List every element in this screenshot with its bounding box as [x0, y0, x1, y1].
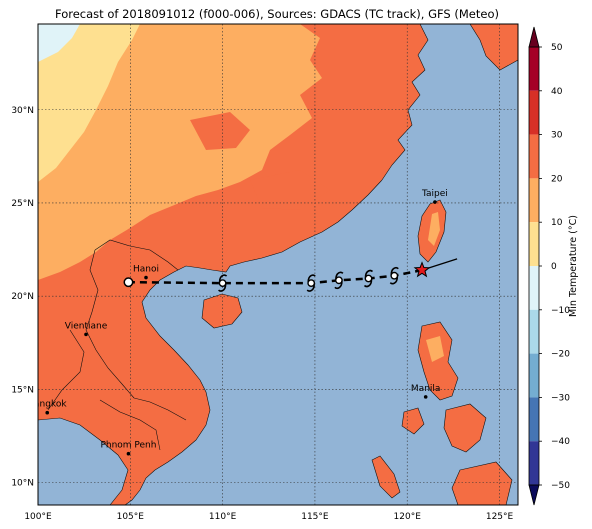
- northeast-coast: [469, 24, 518, 71]
- track-end-circle: [123, 277, 134, 288]
- colorbar-tick-label: 10: [551, 218, 563, 228]
- colorbar-band: [529, 134, 539, 179]
- colorbar-band: [529, 397, 539, 442]
- land-cool-upper: [38, 24, 140, 182]
- city-dot: [126, 451, 131, 456]
- land-warm-patch: [190, 112, 250, 150]
- colorbar-tick-label: 20: [551, 174, 563, 184]
- city-label: Vientiane: [65, 321, 108, 331]
- city-label: Bangkok: [28, 400, 68, 410]
- lat-tick-label: 15°N: [11, 385, 34, 395]
- colorbar-band: [529, 222, 539, 266]
- graticule: [38, 24, 518, 505]
- latitude-axis: 10°N 15°N 20°N 25°N 30°N: [11, 106, 34, 489]
- lon-tick-label: 115°E: [301, 512, 329, 522]
- land-mild-interior: [38, 24, 322, 280]
- city-dot: [433, 200, 437, 204]
- city-label: Taipei: [421, 189, 448, 199]
- city-markers: Taipei Hanoi Vientiane Manila Bangkok Phnom P…: [28, 189, 448, 456]
- visayas-islands: [443, 403, 487, 453]
- storm-track: [123, 258, 458, 292]
- country-borders: [47, 239, 187, 451]
- current-position-star-icon: [413, 261, 431, 278]
- lon-tick-label: 120°E: [394, 512, 422, 522]
- colorbar-tick-label: −20: [551, 350, 570, 360]
- city-label: Phnom Penh: [100, 441, 156, 451]
- lon-tick-label: 100°E: [24, 512, 52, 522]
- taiwan-mild: [428, 212, 440, 246]
- colorbar-label: Min Temperature (°C): [568, 215, 579, 317]
- figure-title: Forecast of 2018091012 (f000-006), Sourc…: [55, 7, 499, 21]
- longitude-axis: 100°E 105°E 110°E 115°E 120°E 125°E: [24, 512, 513, 522]
- luzon-mild: [426, 336, 444, 362]
- mindanao-island: [451, 461, 513, 505]
- colorbar-tick-label: −50: [551, 481, 570, 491]
- city-dot: [45, 410, 50, 415]
- colorbar-band: [529, 441, 539, 485]
- colorbar-tick-label: −30: [551, 393, 570, 403]
- colorbar-band: [529, 178, 539, 223]
- city-dot: [144, 275, 148, 280]
- lon-tick-label: 125°E: [486, 512, 514, 522]
- storm-symbol-icon: [363, 269, 374, 288]
- colorbar-extend-top: [528, 26, 540, 48]
- colorbar-tick-label: −10: [551, 306, 570, 316]
- city-dot: [84, 332, 88, 337]
- storm-symbol-icon: [306, 274, 316, 292]
- colorbar-band: [529, 353, 539, 398]
- storm-symbol-icon: [389, 267, 399, 285]
- colorbar-tick-label: −40: [551, 437, 570, 447]
- land-cold-corner: [38, 24, 80, 62]
- map-panel: Taipei Hanoi Vientiane Manila Bangkok Phnom P…: [28, 24, 518, 505]
- colorbar-extend-bottom: [528, 484, 540, 506]
- colorbar-band: [529, 47, 539, 91]
- map-frame: [37, 23, 519, 506]
- storm-symbol-icon: [334, 271, 344, 289]
- land-warm-patch: [250, 170, 330, 210]
- colorbar-band: [529, 90, 539, 135]
- colorbar: 50 40 30 20 10 0 −10 −20 −30 −40 −50: [528, 26, 570, 506]
- gulf-of-thailand: [38, 417, 129, 505]
- lat-tick-label: 25°N: [11, 199, 34, 209]
- lat-tick-label: 10°N: [11, 479, 34, 489]
- palawan-island: [371, 455, 401, 499]
- colorbar-tick-label: 30: [551, 131, 563, 141]
- colorbar-tick-label: 50: [551, 43, 563, 53]
- colorbar-tick-label: 40: [551, 87, 563, 97]
- colorbar-band: [529, 309, 539, 354]
- lat-tick-label: 20°N: [11, 292, 34, 302]
- lon-tick-label: 105°E: [117, 512, 145, 522]
- hainan-island: [201, 293, 243, 329]
- city-dot: [423, 395, 428, 399]
- lon-tick-label: 110°E: [209, 512, 237, 522]
- lat-tick-label: 30°N: [11, 106, 34, 116]
- colorbar-band: [529, 266, 539, 310]
- colorbar-tick-label: 0: [551, 262, 557, 272]
- city-label: Hanoi: [133, 265, 159, 275]
- city-label: Manila: [411, 384, 441, 394]
- storm-symbol-icon: [218, 274, 228, 292]
